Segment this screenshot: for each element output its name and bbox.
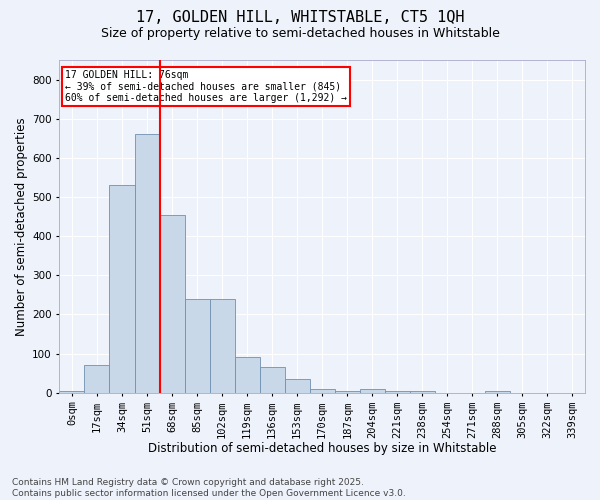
Bar <box>109 185 134 392</box>
Bar <box>85 366 109 392</box>
Bar <box>209 299 235 392</box>
Bar <box>335 390 360 392</box>
Bar <box>385 390 410 392</box>
Bar <box>310 389 335 392</box>
Y-axis label: Number of semi-detached properties: Number of semi-detached properties <box>15 117 28 336</box>
Bar <box>284 379 310 392</box>
Bar <box>134 134 160 392</box>
Bar <box>360 389 385 392</box>
Bar <box>485 390 510 392</box>
X-axis label: Distribution of semi-detached houses by size in Whitstable: Distribution of semi-detached houses by … <box>148 442 496 455</box>
Bar <box>160 214 185 392</box>
Text: 17 GOLDEN HILL: 76sqm
← 39% of semi-detached houses are smaller (845)
60% of sem: 17 GOLDEN HILL: 76sqm ← 39% of semi-deta… <box>65 70 347 103</box>
Bar <box>185 299 209 392</box>
Text: Contains HM Land Registry data © Crown copyright and database right 2025.
Contai: Contains HM Land Registry data © Crown c… <box>12 478 406 498</box>
Bar <box>410 390 435 392</box>
Text: Size of property relative to semi-detached houses in Whitstable: Size of property relative to semi-detach… <box>101 28 499 40</box>
Bar <box>260 368 284 392</box>
Text: 17, GOLDEN HILL, WHITSTABLE, CT5 1QH: 17, GOLDEN HILL, WHITSTABLE, CT5 1QH <box>136 10 464 25</box>
Bar <box>235 358 260 392</box>
Bar <box>59 390 85 392</box>
